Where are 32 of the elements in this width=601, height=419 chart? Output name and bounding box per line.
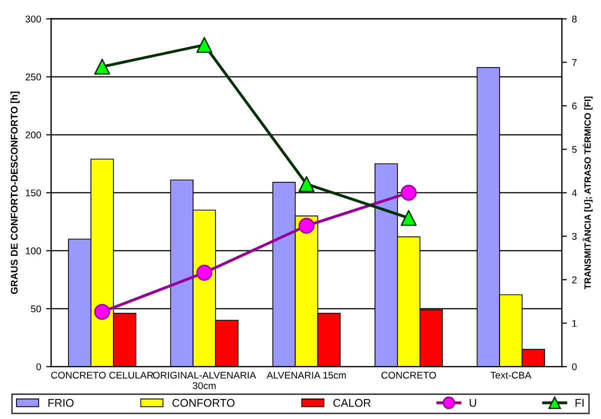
point [94,58,110,75]
y-tick-label: 250 [26,74,41,80]
legend-label: CALOR [333,398,371,407]
y2-tick-label: 3 [572,232,577,240]
x-tick-label: ALVENARIA 15cm [266,372,346,379]
legend-label: U [470,399,476,407]
y-tick-label: 200 [26,132,41,138]
legend-label: CONFORTO [172,398,235,407]
legend-label: FRIO [48,398,74,407]
point [400,210,417,226]
legend-label: FI [576,399,584,407]
y2-tick-label: 8 [572,16,577,22]
y2-tick-label: 6 [572,102,577,110]
y2-tick-label: 0 [572,363,577,370]
y2-axis-title: TRANSMITÂNCIA [U]; ATRASO TÉRMICO [FI] [582,96,593,290]
x-tick-label: ORIGINAL-ALVENARIA 30cm [153,372,256,390]
x-tick-label: CONCRETO [381,372,436,379]
y-axis-title: GRAUS DE CONFORTO-DESCONFORTO [h] [10,92,20,294]
y2-tick-label: 1 [572,320,577,327]
y-tick-label: 0 [36,363,41,370]
y2-tick-label: 5 [572,146,577,153]
y2-tick-label: 2 [572,276,577,284]
y2-tick-label: 7 [572,59,577,66]
y-tick-label: 300 [26,16,41,22]
y-tick-label: 50 [30,305,41,312]
x-tick-label: CONCRETO CELULAR [51,372,154,379]
point [196,36,212,53]
y-tick-label: 100 [26,247,41,254]
x-tick-label: Text-CBA [490,372,532,379]
y2-tick-label: 4 [572,190,577,196]
point [298,176,314,192]
y-tick-label: 150 [26,189,41,196]
